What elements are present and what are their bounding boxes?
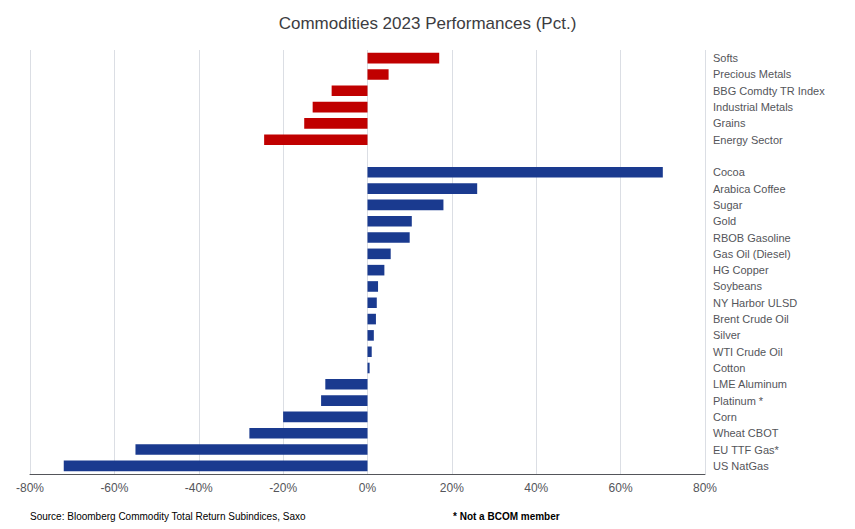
- svg-text:BBG Comdty TR Index: BBG Comdty TR Index: [713, 85, 825, 97]
- svg-text:-60%: -60%: [100, 481, 128, 495]
- svg-text:Precious Metals: Precious Metals: [713, 68, 792, 80]
- svg-text:-80%: -80%: [16, 481, 44, 495]
- svg-text:Brent Crude Oil: Brent Crude Oil: [713, 313, 789, 325]
- svg-text:60%: 60%: [609, 481, 633, 495]
- svg-text:LME Aluminum: LME Aluminum: [713, 378, 787, 390]
- svg-text:20%: 20%: [440, 481, 464, 495]
- svg-text:NY Harbor ULSD: NY Harbor ULSD: [713, 297, 797, 309]
- svg-text:Commodities 2023 Performances: Commodities 2023 Performances (Pct.): [279, 14, 577, 33]
- svg-text:Industrial Metals: Industrial Metals: [713, 101, 794, 113]
- svg-text:Platinum *: Platinum *: [713, 395, 764, 407]
- svg-text:-20%: -20%: [269, 481, 297, 495]
- svg-text:40%: 40%: [524, 481, 548, 495]
- svg-text:0%: 0%: [359, 481, 377, 495]
- svg-text:RBOB Gasoline: RBOB Gasoline: [713, 232, 791, 244]
- svg-text:HG Copper: HG Copper: [713, 264, 769, 276]
- svg-text:Grains: Grains: [713, 117, 746, 129]
- svg-text:* Not a BCOM member: * Not a BCOM member: [453, 511, 560, 522]
- svg-text:Sugar: Sugar: [713, 199, 743, 211]
- svg-text:US NatGas: US NatGas: [713, 460, 769, 472]
- svg-text:Cotton: Cotton: [713, 362, 745, 374]
- svg-text:Source: Bloomberg Commodity To: Source: Bloomberg Commodity Total Return…: [30, 511, 306, 522]
- svg-text:Gold: Gold: [713, 215, 736, 227]
- svg-text:Energy Sector: Energy Sector: [713, 134, 783, 146]
- svg-text:80%: 80%: [693, 481, 717, 495]
- svg-text:Arabica Coffee: Arabica Coffee: [713, 183, 786, 195]
- svg-text:Silver: Silver: [713, 329, 741, 341]
- svg-text:Soybeans: Soybeans: [713, 280, 762, 292]
- svg-text:Wheat CBOT: Wheat CBOT: [713, 427, 779, 439]
- svg-text:Softs: Softs: [713, 52, 739, 64]
- svg-text:-40%: -40%: [185, 481, 213, 495]
- svg-text:WTI Crude Oil: WTI Crude Oil: [713, 346, 783, 358]
- svg-text:Gas Oil (Diesel): Gas Oil (Diesel): [713, 248, 791, 260]
- svg-text:Corn: Corn: [713, 411, 737, 423]
- svg-text:EU TTF Gas*: EU TTF Gas*: [713, 444, 780, 456]
- svg-text:Cocoa: Cocoa: [713, 166, 746, 178]
